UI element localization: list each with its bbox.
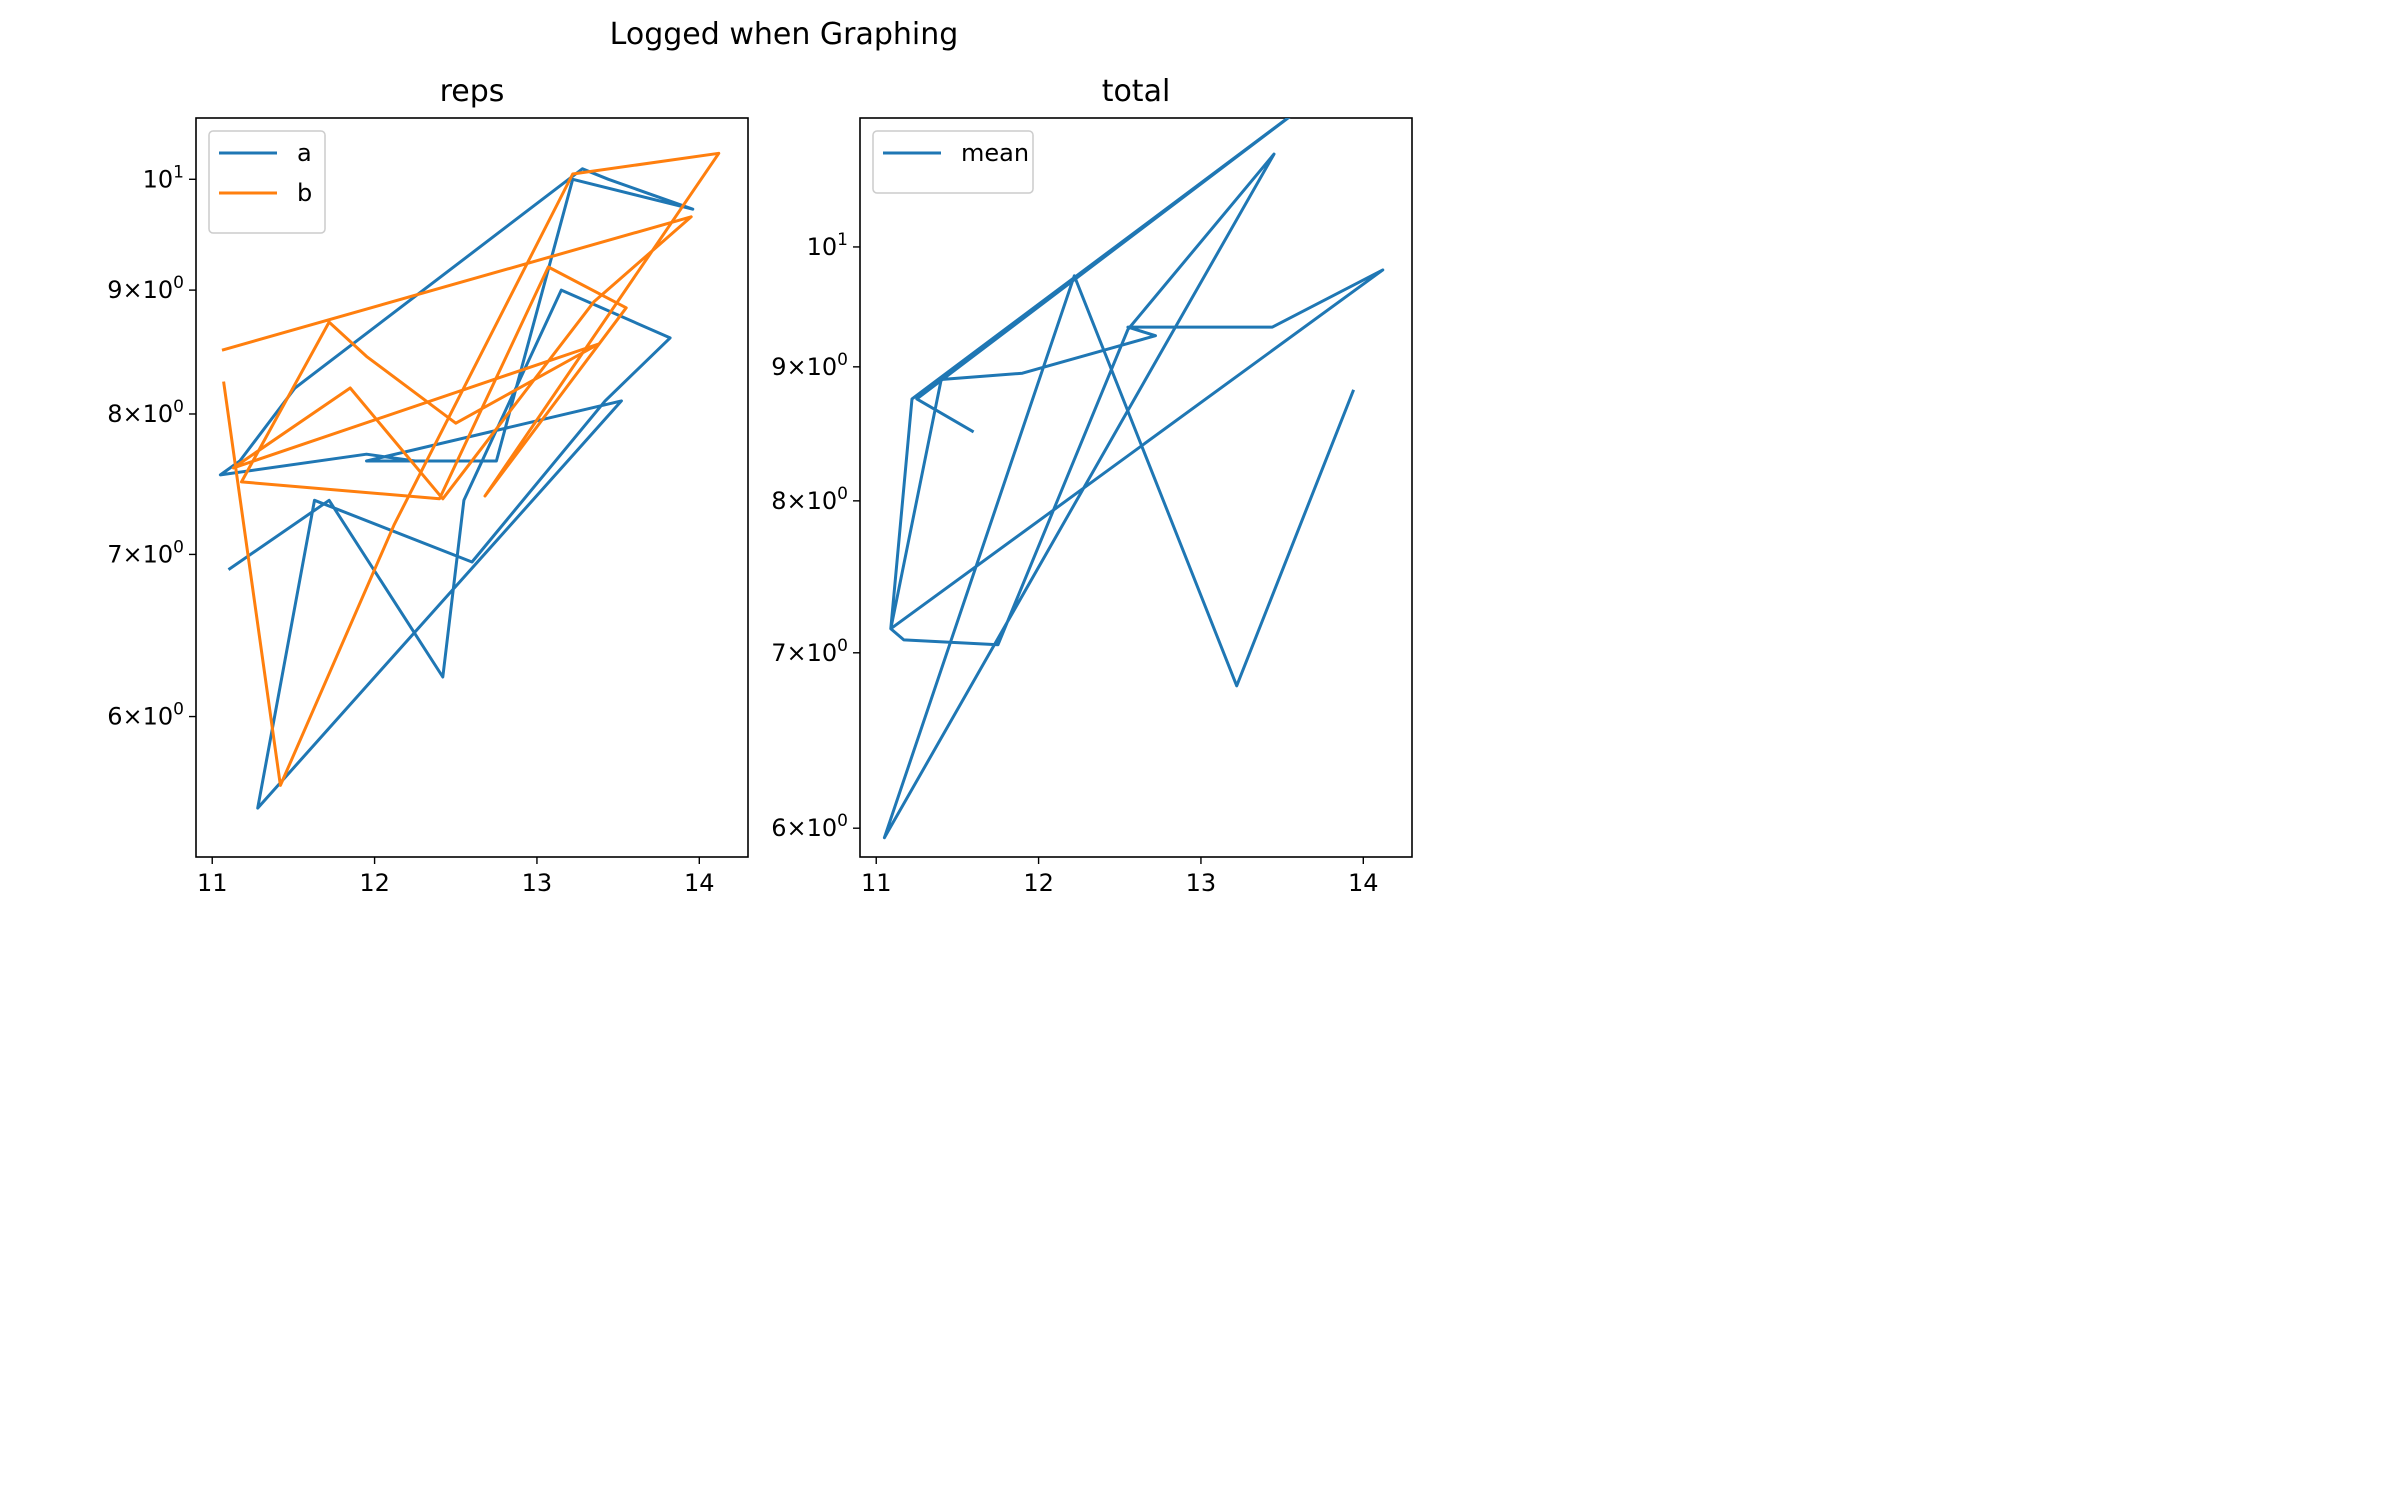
y-tick-label: 6×100 [771,811,848,842]
y-tick-times: ×10 [123,400,174,428]
x-tick-label: 11 [861,869,892,897]
y-tick-times: ×10 [787,639,838,667]
y-tick-mantissa: 9 [771,353,786,381]
y-tick-label: 101 [143,162,184,193]
y-tick-times: ×10 [787,487,838,515]
x-tick-label: 12 [1023,869,1054,897]
axes-frame [195,117,749,858]
y-tick-mantissa: 6 [771,814,786,842]
y-tick-exponent: 1 [173,162,184,182]
legend-label-mean: mean [961,139,1029,167]
legend-label-b: b [297,179,312,207]
y-tick-label: 8×100 [107,397,184,428]
y-tick-times: ×10 [123,703,174,731]
legend-label-a: a [297,139,312,167]
y-tick-base: 10 [807,233,838,261]
y-tick-exponent: 0 [173,700,184,720]
x-tick-label: 14 [1348,869,1379,897]
x-tick-label: 12 [359,869,390,897]
y-tick-mantissa: 8 [107,400,122,428]
y-tick-exponent: 0 [837,811,848,831]
y-tick-exponent: 0 [837,484,848,504]
y-tick-times: ×10 [787,814,838,842]
subplot-title: total [1102,74,1171,109]
y-tick-exponent: 0 [173,537,184,557]
y-tick-exponent: 0 [837,350,848,370]
y-tick-times: ×10 [123,540,174,568]
y-tick-label: 9×100 [771,350,848,381]
legend: mean [872,130,1034,194]
figure-suptitle: Logged when Graphing [610,17,959,52]
x-tick-label: 14 [684,869,715,897]
y-tick-mantissa: 7 [107,540,122,568]
y-tick-times: ×10 [123,276,174,304]
legend-box [208,130,326,234]
x-tick-label: 13 [522,869,553,897]
y-tick-label: 101 [807,230,848,261]
legend-box [872,130,1034,194]
y-tick-mantissa: 7 [771,639,786,667]
y-tick-label: 9×100 [107,273,184,304]
y-tick-label: 6×100 [107,700,184,731]
x-tick-label: 13 [1186,869,1217,897]
series-line-b [221,151,721,787]
y-tick-exponent: 1 [837,230,848,250]
axes-frame [859,117,1413,858]
y-tick-mantissa: 8 [771,487,786,515]
x-tick-label: 11 [197,869,228,897]
y-tick-label: 8×100 [771,484,848,515]
y-tick-exponent: 0 [173,397,184,417]
y-tick-base: 10 [143,165,174,193]
y-tick-mantissa: 9 [107,276,122,304]
y-tick-label: 7×100 [107,537,184,568]
subplot-title: reps [440,74,505,109]
y-tick-label: 7×100 [771,636,848,667]
series-line-a [218,167,695,810]
y-tick-exponent: 0 [173,273,184,293]
y-tick-times: ×10 [787,353,838,381]
legend: ab [208,130,326,234]
y-tick-exponent: 0 [837,636,848,656]
series-line-mean [882,118,1385,840]
y-tick-mantissa: 6 [107,703,122,731]
